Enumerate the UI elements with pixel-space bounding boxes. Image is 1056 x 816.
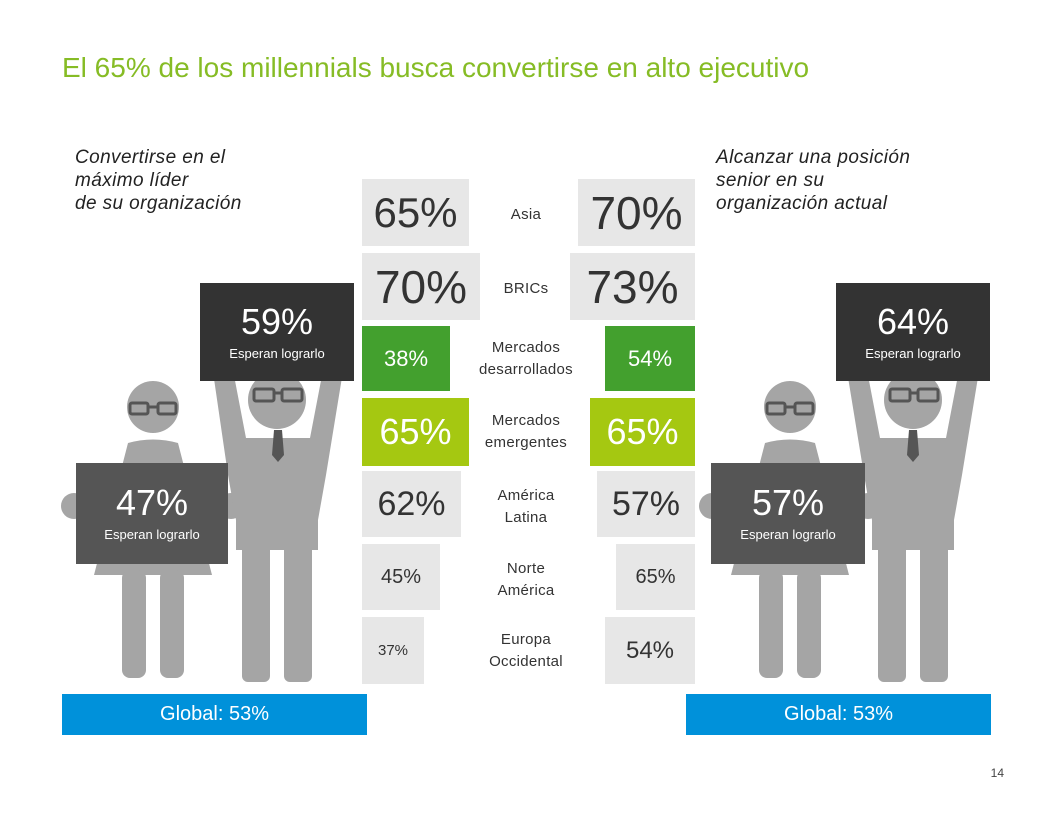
right-value-mercados-emergentes: 65% xyxy=(590,398,695,466)
left-man-sign-value: 59% xyxy=(240,300,314,342)
region-label-brics: BRICs xyxy=(503,280,549,297)
right-woman-sign-label: Esperan lograrlo xyxy=(740,527,836,542)
left-woman-sign-value: 47% xyxy=(115,482,189,523)
right-value-brics: 73% xyxy=(570,253,695,320)
right-global-bar: Global: 53% xyxy=(686,694,991,735)
left-value-europa-occidental: 37% xyxy=(362,617,424,684)
page-title: El 65% de los millennials busca converti… xyxy=(62,52,810,83)
right-heading: Alcanzar una posición senior en su organ… xyxy=(716,147,911,214)
left-man-figure xyxy=(212,365,344,682)
right-man-figure xyxy=(846,365,980,682)
right-woman-sign: 57% Esperan lograrlo xyxy=(711,463,865,564)
left-man-sign: 59% Esperan lograrlo xyxy=(200,283,354,381)
region-label-mercados-desarrollados: Mercados desarrollados xyxy=(479,339,573,378)
right-value-norte-america: 65% xyxy=(616,544,695,610)
region-label-europa-occidental: Europa Occidental xyxy=(489,631,563,670)
right-woman-sign-value: 57% xyxy=(751,482,825,523)
region-label-norte-america: Norte América xyxy=(497,560,555,599)
page-number: 14 xyxy=(990,766,1004,780)
region-label-asia: Asia xyxy=(510,206,542,223)
right-man-sign-value: 64% xyxy=(876,300,950,342)
left-woman-sign: 47% Esperan lograrlo xyxy=(76,463,228,564)
left-woman-sign-label: Esperan lograrlo xyxy=(104,527,200,542)
left-value-mercados-desarrollados: 38% xyxy=(362,326,450,391)
left-man-sign-label: Esperan lograrlo xyxy=(229,345,325,361)
left-value-america-latina: 62% xyxy=(362,471,461,537)
left-value-brics: 70% xyxy=(362,253,480,320)
region-label-mercados-emergentes: Mercados emergentes xyxy=(484,412,568,451)
right-man-sign-label: Esperan lograrlo xyxy=(865,345,961,361)
right-value-europa-occidental: 54% xyxy=(605,617,695,684)
right-man-sign: 64% Esperan lograrlo xyxy=(836,283,990,381)
left-value-asia: 65% xyxy=(362,179,469,246)
left-heading: Convertirse en el máximo líder de su org… xyxy=(75,147,242,214)
left-value-mercados-emergentes: 65% xyxy=(362,398,469,466)
left-global-bar: Global: 53% xyxy=(62,694,367,735)
right-value-asia: 70% xyxy=(578,179,695,246)
left-value-norte-america: 45% xyxy=(362,544,440,610)
right-value-mercados-desarrollados: 54% xyxy=(605,326,695,391)
region-label-america-latina: América Latina xyxy=(497,487,555,526)
right-value-america-latina: 57% xyxy=(597,471,695,537)
